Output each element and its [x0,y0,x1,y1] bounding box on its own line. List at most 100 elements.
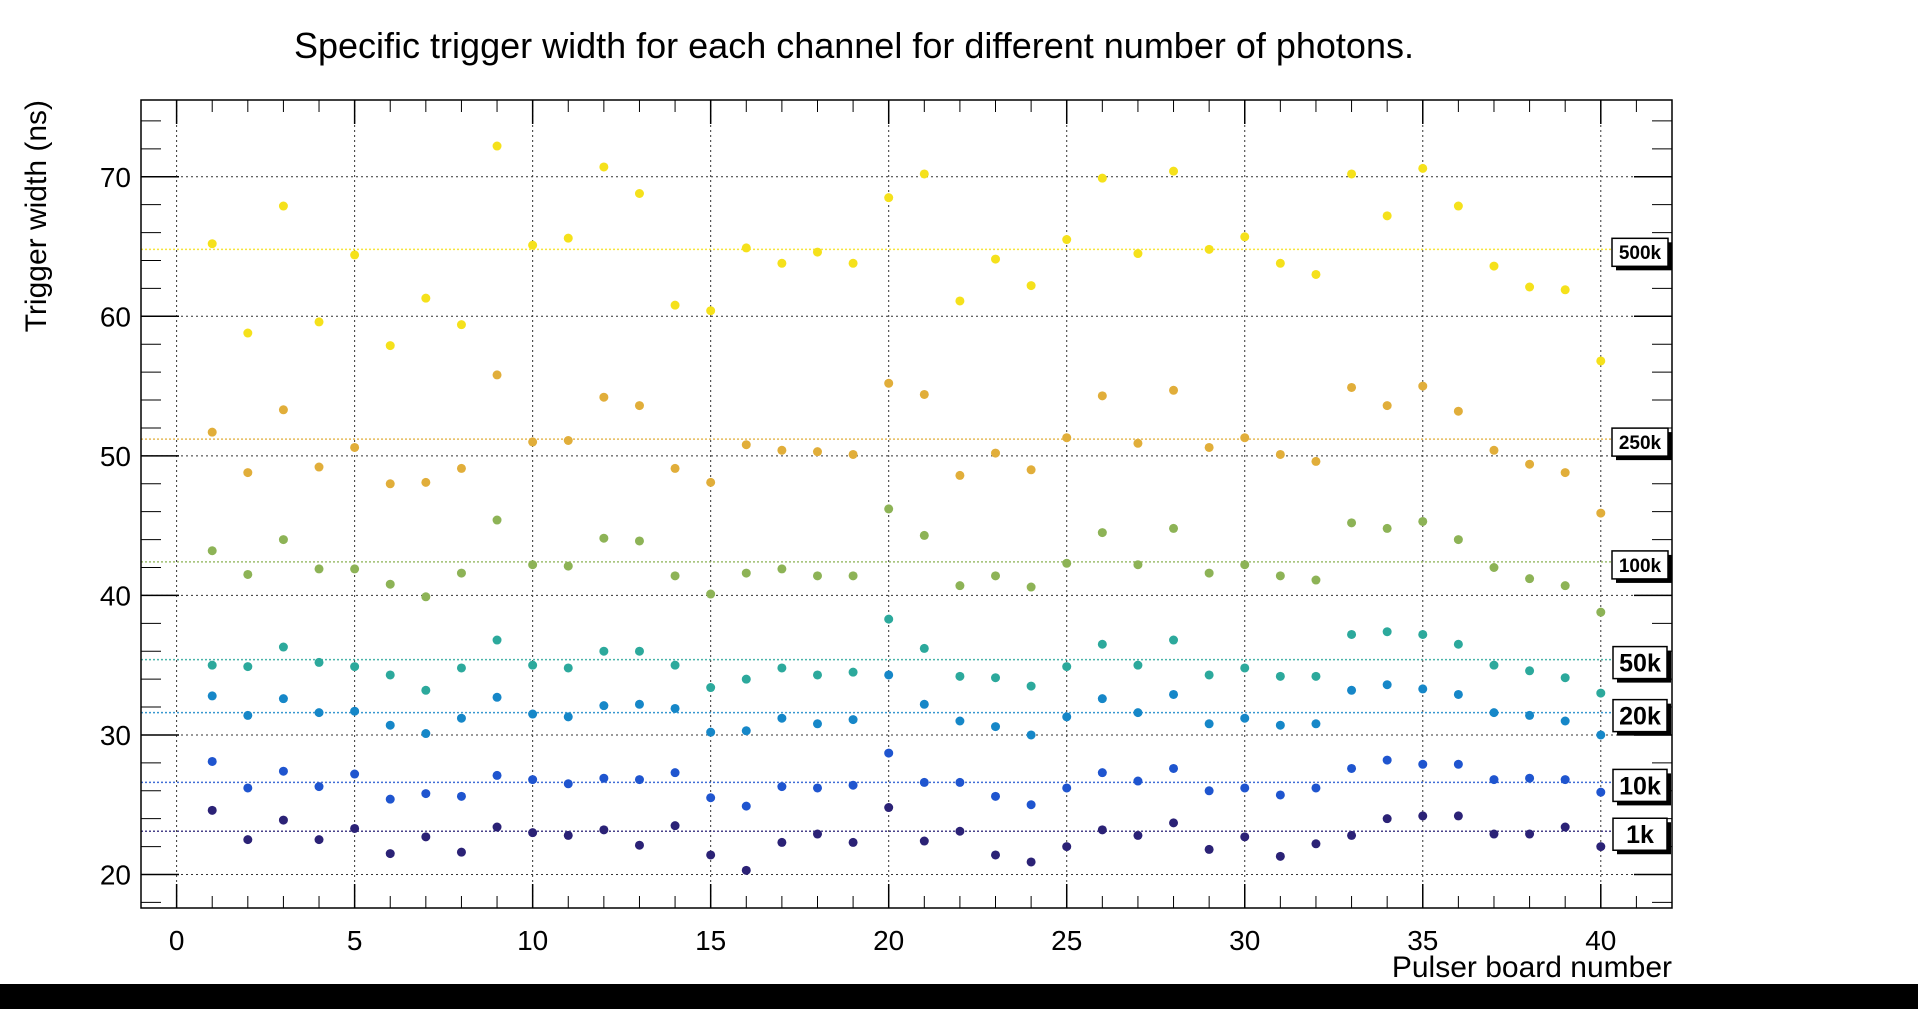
data-point-10k [1311,783,1321,793]
data-point-250k [421,477,431,487]
data-point-10k [1560,775,1570,785]
data-point-50k [1026,681,1036,691]
data-point-1k [1525,829,1535,839]
data-point-1k [350,823,360,833]
data-point-20k [421,729,431,739]
grid-lines [141,100,1672,908]
data-point-1k [456,847,466,857]
series-label-1k: 1k [1612,817,1671,855]
data-point-100k [1240,560,1250,570]
data-point-10k [884,748,894,758]
data-point-250k [1453,406,1463,416]
data-point-1k [599,825,609,835]
data-point-20k [812,719,822,729]
x-tick-label: 10 [517,925,548,956]
data-point-20k [1596,730,1606,740]
data-point-250k [991,448,1001,458]
data-point-20k [243,710,253,720]
data-point-1k [1169,818,1179,828]
data-point-50k [350,662,360,672]
data-point-1k [528,828,538,838]
data-point-10k [1026,800,1036,810]
series-label-box [1611,427,1669,457]
data-point-100k [1382,523,1392,533]
data-point-100k [991,571,1001,581]
data-point-1k [314,835,324,845]
data-point-1k [1560,822,1570,832]
series-label-text: 250k [1619,433,1662,454]
data-point-100k [1133,560,1143,570]
data-point-250k [884,378,894,388]
data-point-50k [385,670,395,680]
data-point-10k [1062,783,1072,793]
data-point-20k [1240,713,1250,723]
data-point-50k [1489,660,1499,670]
data-point-1k [385,849,395,859]
data-point-20k [1382,680,1392,690]
data-point-1k [1133,830,1143,840]
data-point-500k [350,250,360,260]
data-point-250k [492,370,502,380]
data-point-100k [741,568,751,578]
data-point-50k [1204,670,1214,680]
data-point-500k [1097,173,1107,183]
data-point-250k [1489,445,1499,455]
data-point-50k [1169,635,1179,645]
data-point-500k [1026,281,1036,291]
data-point-10k [1453,759,1463,769]
data-point-10k [1169,763,1179,773]
x-tick-label: 25 [1051,925,1082,956]
data-point-20k [528,709,538,719]
data-point-10k [955,777,965,787]
data-point-10k [1489,775,1499,785]
data-point-10k [1382,755,1392,765]
data-point-500k [706,306,716,316]
x-tick-label: 20 [873,925,904,956]
data-point-50k [848,667,858,677]
data-point-500k [741,243,751,253]
data-point-250k [670,463,680,473]
data-point-50k [278,642,288,652]
data-point-20k [955,716,965,726]
data-point-1k [421,832,431,842]
series-label-box [1612,768,1668,803]
data-point-1k [563,830,573,840]
data-point-500k [848,258,858,268]
data-point-500k [1062,235,1072,245]
data-point-250k [528,437,538,447]
data-point-250k [1097,391,1107,401]
data-point-1k [741,865,751,875]
data-point-10k [1240,783,1250,793]
data-point-250k [1418,381,1428,391]
data-point-10k [1275,790,1285,800]
data-point-1k [955,826,965,836]
data-point-20k [1311,719,1321,729]
data-point-50k [1347,629,1357,639]
series-label-text: 100k [1619,556,1662,577]
data-point-10k [1204,786,1214,796]
data-point-500k [1204,244,1214,254]
x-tick-label: 5 [347,925,363,956]
data-point-250k [1275,449,1285,459]
data-point-250k [955,470,965,480]
data-point-100k [1204,568,1214,578]
data-point-20k [991,722,1001,732]
data-point-10k [243,783,253,793]
data-point-20k [385,720,395,730]
data-point-500k [955,296,965,306]
data-point-50k [670,660,680,670]
data-point-10k [456,791,466,801]
data-point-500k [670,300,680,310]
data-point-10k [350,769,360,779]
y-tick-label: 50 [100,441,131,472]
data-point-500k [421,293,431,303]
data-point-100k [706,589,716,599]
data-point-10k [1133,776,1143,786]
data-point-100k [456,568,466,578]
data-point-10k [777,782,787,792]
data-point-50k [884,614,894,624]
data-point-50k [243,662,253,672]
series-label-box [1612,645,1668,680]
data-point-10k [563,779,573,789]
data-point-10k [1097,768,1107,778]
